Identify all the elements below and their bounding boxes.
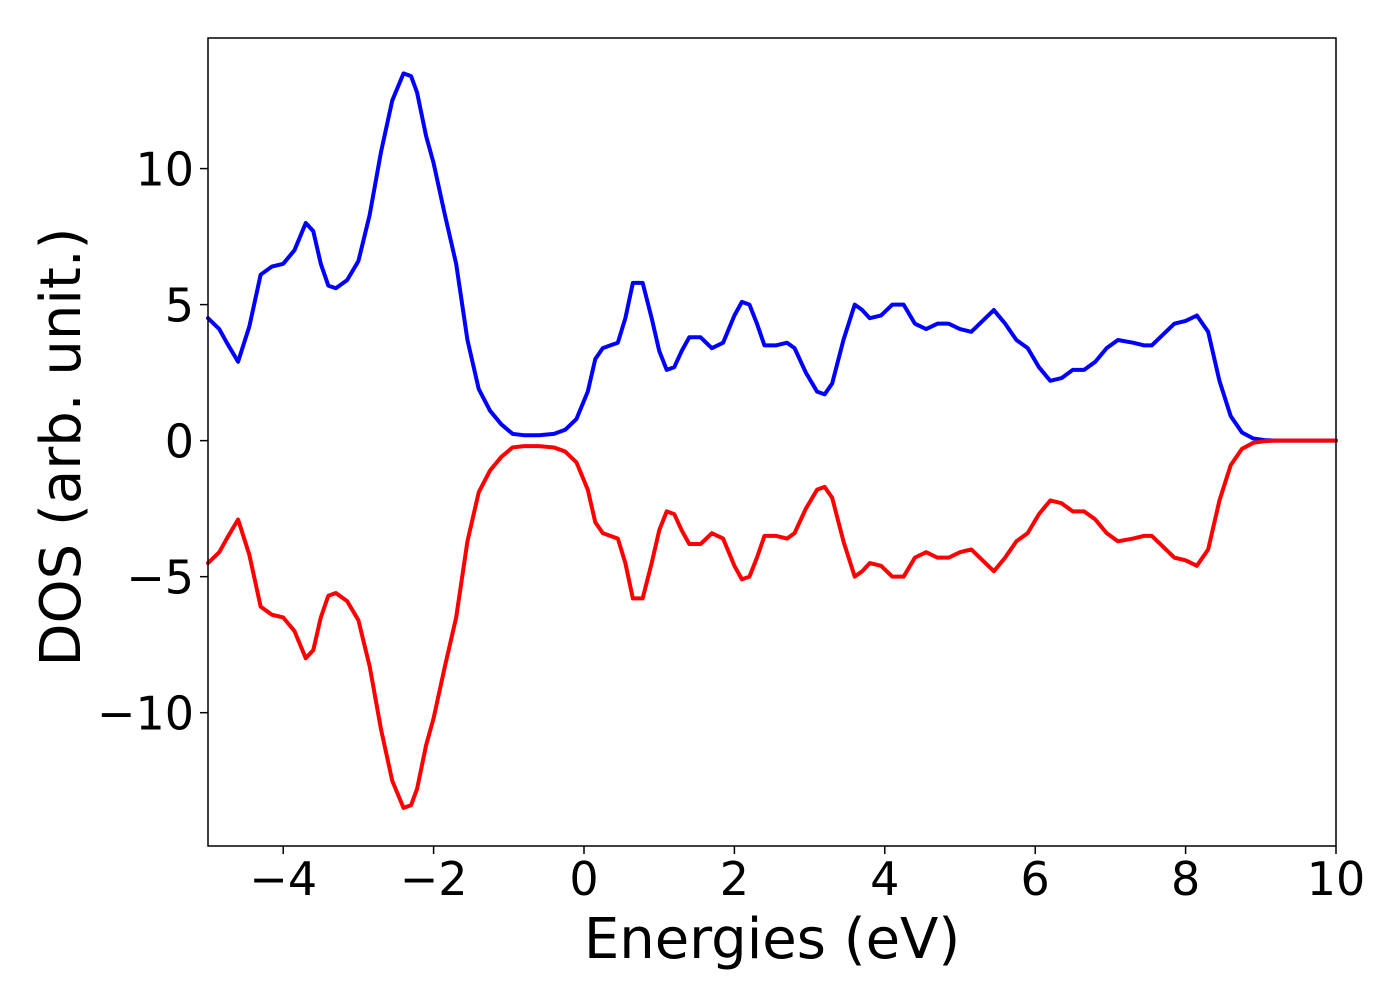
x-tick-label: 2: [720, 852, 749, 906]
x-tick-label: 4: [870, 852, 899, 906]
x-tick-label: 6: [1021, 852, 1050, 906]
series-line-1: [206, 71, 1338, 443]
series-line-2: [206, 438, 1338, 810]
y-axis-label: DOS (arb. unit.): [29, 227, 94, 666]
plot-frame: [207, 37, 1337, 847]
y-tick-label: 5: [165, 279, 194, 333]
x-axis-ticks: −4 −2 0 2 4 6 8 10: [249, 846, 1365, 906]
x-tick-label: 0: [569, 852, 598, 906]
y-axis-ticks: −10 −5 0 5 10: [97, 143, 208, 741]
series-layer: [206, 71, 1338, 810]
x-tick-label: −4: [249, 852, 317, 906]
y-tick-label: 0: [165, 415, 194, 469]
y-tick-label: 10: [135, 143, 194, 197]
x-tick-label: −2: [400, 852, 468, 906]
x-tick-label: 8: [1171, 852, 1200, 906]
x-tick-label: 10: [1307, 852, 1366, 906]
x-axis-label: Energies (eV): [584, 907, 960, 972]
y-tick-label: −10: [97, 687, 194, 741]
y-tick-label: −5: [126, 551, 194, 605]
